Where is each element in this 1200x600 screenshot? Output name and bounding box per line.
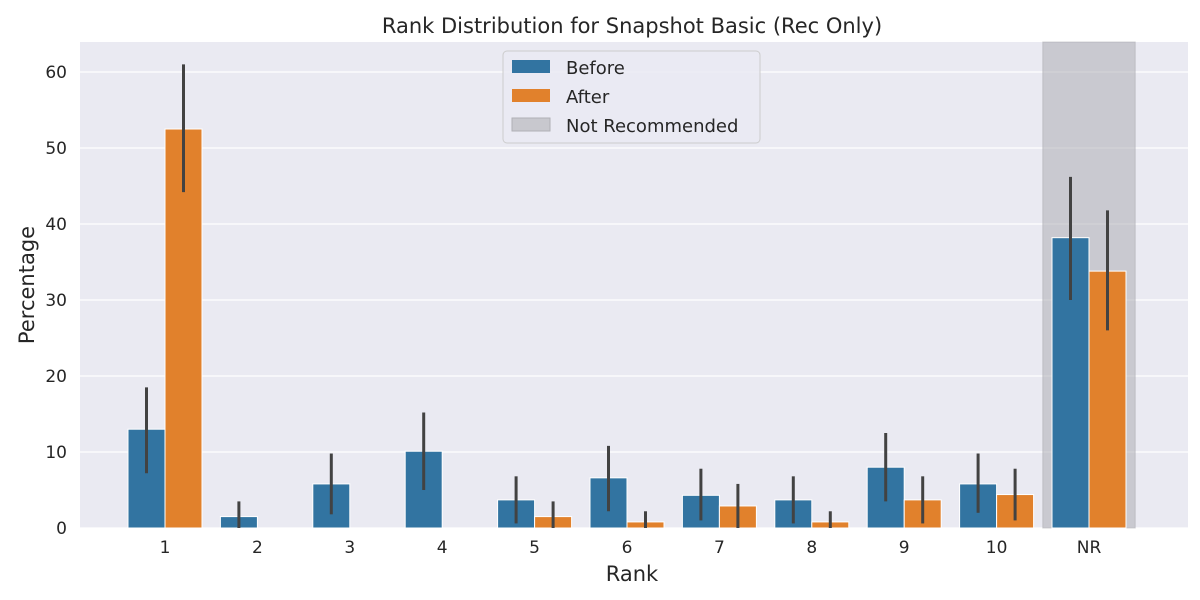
- x-tick-label: 7: [714, 538, 725, 558]
- y-tick-label: 20: [45, 367, 67, 387]
- x-tick-label: 4: [437, 538, 448, 558]
- x-tick-label: 1: [160, 538, 171, 558]
- x-tick-label: 5: [529, 538, 540, 558]
- x-tick-label: NR: [1077, 538, 1102, 558]
- x-tick-label: 10: [986, 538, 1008, 558]
- x-tick-labels: 1 2 3 4 5 6 7 8 9 10 NR: [160, 538, 1102, 558]
- y-tick-label: 10: [45, 443, 67, 463]
- legend-label-before: Before: [566, 58, 625, 79]
- x-tick-label: 3: [344, 538, 355, 558]
- y-tick-label: 60: [45, 63, 67, 83]
- legend-swatch-after: [512, 89, 550, 102]
- legend-swatch-not-recommended: [512, 118, 550, 131]
- y-axis-title: Percentage: [15, 226, 39, 344]
- y-tick-labels: 0 10 20 30 40 50 60: [45, 63, 67, 539]
- y-tick-label: 50: [45, 139, 67, 159]
- chart-title: Rank Distribution for Snapshot Basic (Re…: [382, 14, 882, 38]
- legend-label-after: After: [566, 87, 610, 108]
- y-tick-label: 0: [56, 519, 67, 539]
- x-tick-label: 2: [252, 538, 263, 558]
- x-tick-label: 6: [622, 538, 633, 558]
- legend-swatch-before: [512, 60, 550, 73]
- x-tick-label: 9: [899, 538, 910, 558]
- legend: Before After Not Recommended: [503, 51, 760, 143]
- x-axis-title: Rank: [606, 562, 659, 586]
- y-tick-label: 30: [45, 291, 67, 311]
- legend-label-not-recommended: Not Recommended: [566, 116, 738, 137]
- y-tick-label: 40: [45, 215, 67, 235]
- x-tick-label: 8: [806, 538, 817, 558]
